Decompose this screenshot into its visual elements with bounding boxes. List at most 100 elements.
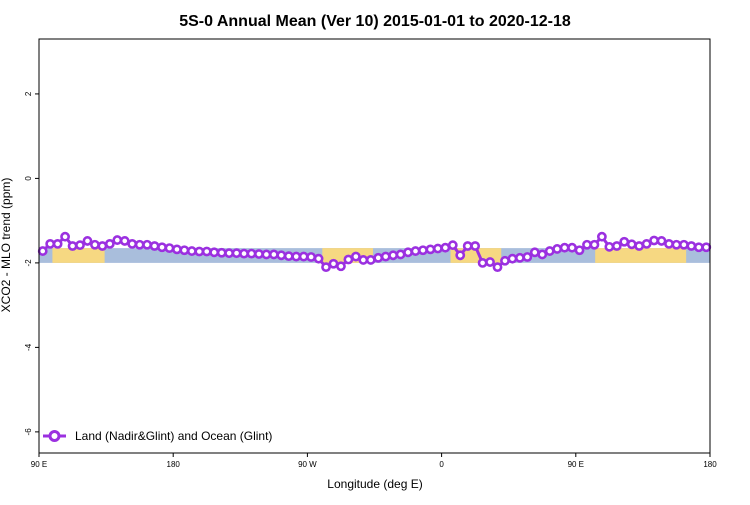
data-point [179, 245, 190, 256]
data-point [231, 248, 242, 259]
data-point [567, 242, 577, 253]
data-point [268, 249, 279, 260]
data-point [358, 255, 369, 265]
data-point [37, 246, 48, 256]
data-point [216, 247, 227, 258]
y-axis-label: XCO2 - MLO trend (ppm) [0, 178, 13, 313]
data-point [239, 248, 249, 259]
data-point [626, 239, 637, 250]
data-point [254, 249, 264, 259]
data-point [485, 257, 495, 267]
y-tick-label: -6 [24, 428, 33, 436]
y-tick-label: -4 [24, 343, 33, 351]
data-point [693, 242, 704, 253]
x-tick-label: 90 W [298, 460, 317, 469]
data-point [172, 244, 182, 255]
data-point [395, 249, 406, 260]
data-point [194, 246, 205, 257]
data-point [119, 236, 130, 246]
data-point [462, 241, 473, 251]
data-point [604, 241, 615, 252]
data-point [507, 253, 518, 264]
data-point [60, 231, 70, 242]
data-point [634, 241, 645, 251]
data-point [559, 242, 570, 253]
data-point [425, 244, 436, 255]
x-tick-label: 90 E [568, 460, 584, 469]
legend: Land (Nadir&Glint) and Ocean (Glint) [43, 429, 272, 443]
data-point [298, 251, 309, 262]
data-point [134, 239, 145, 250]
data-point [611, 241, 622, 251]
data-point [664, 238, 674, 249]
data-point [537, 249, 548, 260]
axis-ticks: 90 E 180 90 W 0 90 E 180 2 0 -2 -4 -6 [24, 91, 717, 469]
data-point [45, 238, 56, 249]
data-point [142, 239, 153, 250]
y-tick-label: 0 [24, 176, 33, 181]
data-point [90, 239, 100, 250]
data-point [313, 253, 324, 264]
series-layer [37, 231, 712, 273]
legend-marker-swatch [48, 430, 61, 442]
data-point [306, 252, 317, 262]
data-point [671, 239, 682, 250]
data-point [127, 238, 138, 249]
data-point [104, 238, 115, 249]
data-point [82, 236, 93, 246]
data-point [500, 255, 510, 266]
data-point [403, 247, 413, 258]
data-point [686, 241, 697, 251]
data-point [365, 255, 376, 265]
data-point [619, 236, 630, 247]
data-point [574, 245, 585, 256]
data-point [283, 251, 294, 262]
data-point [201, 246, 212, 257]
data-point [246, 248, 257, 259]
data-point [522, 252, 533, 262]
data-point [224, 248, 235, 259]
data-point [529, 247, 540, 258]
data-point [410, 246, 421, 256]
data-point [350, 251, 361, 262]
x-tick-label: 0 [439, 460, 444, 469]
land-band-segment [52, 248, 105, 263]
data-point [388, 250, 399, 261]
chart-title: 5S-0 Annual Mean (Ver 10) 2015-01-01 to … [179, 13, 571, 30]
data-point [209, 247, 220, 258]
data-point [649, 235, 659, 246]
plot-frame [38, 38, 711, 454]
data-point [514, 252, 525, 263]
data-point [97, 241, 108, 251]
data-point [440, 242, 451, 253]
data-point [261, 249, 272, 260]
data-point [164, 243, 175, 254]
data-point [470, 241, 481, 251]
y-tick-label: 2 [24, 91, 33, 96]
x-tick-label: 180 [703, 460, 717, 469]
data-point [52, 238, 63, 249]
x-tick-label: 180 [167, 460, 181, 469]
data-point [186, 246, 197, 256]
x-tick-label: 90 E [31, 460, 47, 469]
y-tick-label: -2 [24, 259, 33, 267]
data-point [321, 262, 331, 273]
land-band-segment [595, 248, 687, 263]
data-point [157, 242, 167, 253]
data-point [380, 251, 391, 262]
data-point [291, 251, 302, 262]
data-point [418, 245, 428, 256]
data-point [596, 231, 607, 242]
x-axis-label: Longitude (deg E) [327, 477, 422, 491]
data-point [149, 241, 160, 251]
data-point [447, 240, 458, 251]
data-point [544, 246, 555, 256]
data-point [75, 240, 85, 251]
data-point [582, 239, 592, 250]
data-point [343, 254, 354, 265]
data-point [112, 235, 123, 245]
data-point [492, 262, 503, 273]
data-point [432, 243, 443, 254]
